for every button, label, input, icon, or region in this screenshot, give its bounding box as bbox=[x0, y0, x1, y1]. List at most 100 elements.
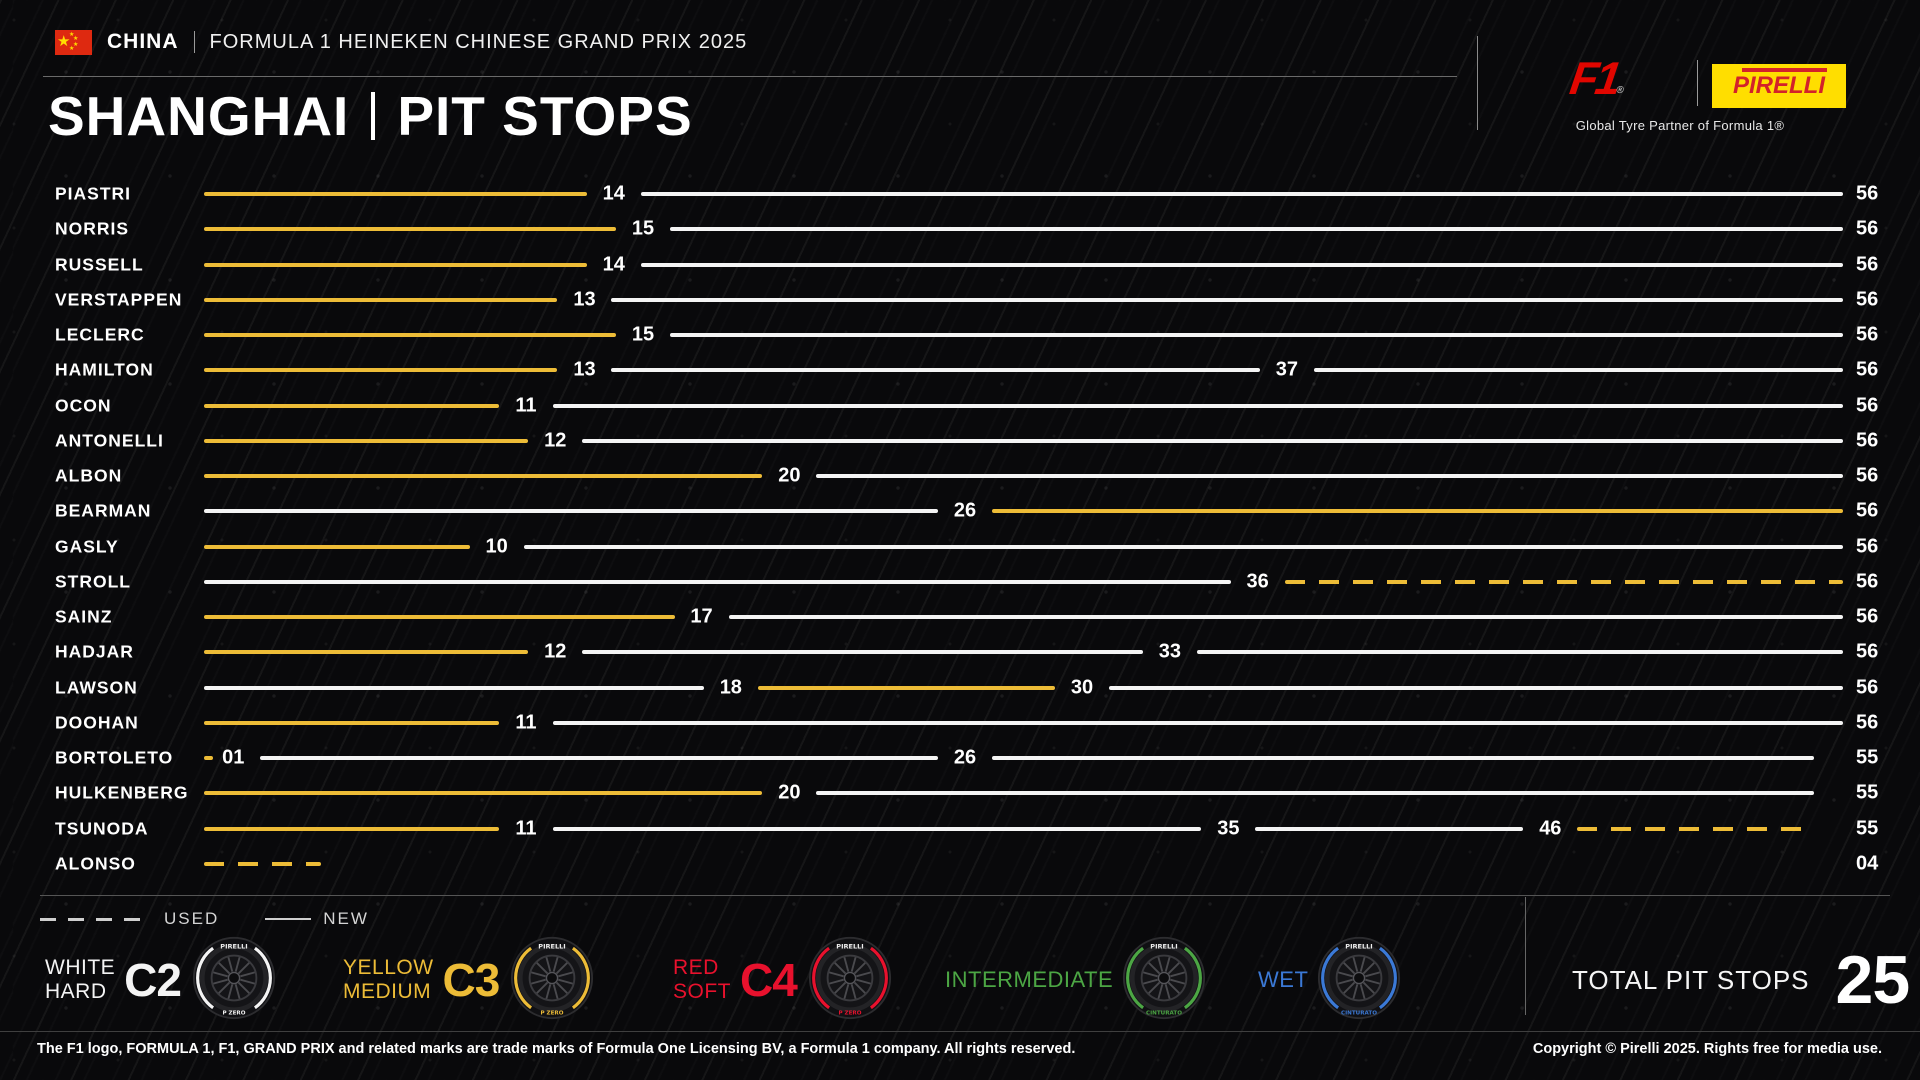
new-line-sample bbox=[265, 918, 312, 920]
driver-row: VERSTAPPEN 13 56 bbox=[0, 282, 1920, 318]
f1-pirelli-divider bbox=[1697, 60, 1698, 106]
driver-row: SAINZ 17 56 bbox=[0, 599, 1920, 635]
driver-name: RUSSELL bbox=[55, 254, 144, 275]
driver-row: ALONSO 04 bbox=[0, 846, 1920, 882]
final-lap-label: 56 bbox=[1856, 605, 1879, 628]
pit-lap-label: 12 bbox=[544, 640, 567, 663]
stint-track: 04 bbox=[204, 846, 1878, 882]
stint-track: 13 37 56 bbox=[204, 352, 1878, 388]
pit-lap-label: 35 bbox=[1217, 817, 1240, 840]
f1-registered-mark: ® bbox=[1615, 84, 1625, 96]
stint-track: 36 56 bbox=[204, 564, 1878, 600]
pit-lap-label: 15 bbox=[631, 217, 655, 240]
driver-name: ANTONELLI bbox=[55, 430, 164, 451]
pit-lap-label: 14 bbox=[602, 253, 625, 276]
driver-name: SAINZ bbox=[55, 606, 113, 627]
stint-line-medium-new bbox=[204, 227, 617, 232]
pit-lap-label: 15 bbox=[631, 323, 655, 346]
stint-line-hard-new bbox=[816, 474, 1843, 479]
stint-line-hard-new bbox=[640, 192, 1843, 196]
driver-row: HULKENBERG 20 55 bbox=[0, 775, 1920, 811]
driver-name: GASLY bbox=[55, 536, 119, 557]
stint-line-medium-used bbox=[204, 861, 322, 866]
driver-name: LECLERC bbox=[55, 324, 145, 345]
pit-lap-label: 12 bbox=[544, 429, 567, 452]
driver-row: PIASTRI 14 56 bbox=[0, 176, 1920, 212]
driver-name: ALBON bbox=[55, 465, 123, 486]
stint-track: 14 56 bbox=[204, 176, 1878, 212]
driver-name: NORRIS bbox=[55, 218, 130, 239]
driver-name: HULKENBERG bbox=[55, 782, 189, 803]
svg-text:PIRELLI: PIRELLI bbox=[220, 942, 247, 950]
driver-name: DOOHAN bbox=[55, 712, 139, 733]
driver-row: NORRIS 15 56 bbox=[0, 211, 1920, 247]
stint-line-medium-new bbox=[204, 192, 587, 196]
stint-line-medium-used bbox=[1284, 579, 1843, 584]
legend-separator bbox=[40, 895, 1890, 896]
stint-track: 12 56 bbox=[204, 423, 1878, 459]
final-lap-label: 56 bbox=[1856, 640, 1879, 663]
driver-row: LECLERC 15 56 bbox=[0, 317, 1920, 353]
stint-line-medium-new bbox=[204, 544, 470, 549]
tyre-legend-item-soft: RED SOFT C4 PIRELLI P ZERO bbox=[673, 936, 892, 1024]
driver-row: TSUNODA 11 35 46 55 bbox=[0, 811, 1920, 847]
tyre-legend-item-medium: YELLOW MEDIUM C3 PIRELLI P ZERO bbox=[343, 936, 594, 1024]
driver-name: BEARMAN bbox=[55, 500, 152, 521]
used-label: USED bbox=[164, 909, 220, 928]
pit-lap-label: 13 bbox=[573, 288, 596, 311]
stint-line-medium-used bbox=[1577, 826, 1814, 831]
pit-lap-label: 13 bbox=[573, 358, 596, 381]
pit-lap-label: 10 bbox=[485, 535, 508, 558]
stint-line-hard-new bbox=[204, 579, 1231, 584]
pit-lap-label: 20 bbox=[778, 781, 801, 804]
tyre-wheel-icon: PIRELLI P ZERO bbox=[192, 936, 276, 1025]
driver-name: STROLL bbox=[55, 571, 131, 592]
compound-name: WET bbox=[1258, 966, 1309, 992]
stint-line-hard-new bbox=[670, 227, 1843, 232]
footer-separator bbox=[0, 1031, 1920, 1032]
title-divider-bar bbox=[371, 92, 376, 140]
compound-code: C4 bbox=[740, 954, 798, 1006]
stint-line-medium-new bbox=[204, 650, 529, 655]
stint-track: 11 56 bbox=[204, 705, 1878, 741]
stint-track: 10 56 bbox=[204, 529, 1878, 565]
header-rule bbox=[43, 76, 1457, 77]
stint-line-medium-new bbox=[204, 615, 675, 620]
stint-line-hard-new bbox=[523, 544, 1843, 549]
stint-line-hard-new bbox=[582, 438, 1843, 443]
pit-lap-label: 11 bbox=[515, 394, 537, 417]
stint-line-hard-new bbox=[260, 756, 938, 761]
pit-lap-label: 14 bbox=[602, 182, 625, 205]
driver-row: OCON 11 56 bbox=[0, 388, 1920, 424]
logo-section-divider bbox=[1477, 36, 1478, 130]
pit-lap-label: 20 bbox=[778, 464, 801, 487]
total-divider bbox=[1525, 897, 1526, 1015]
stint-line-hard-new bbox=[1109, 685, 1843, 690]
svg-text:PIRELLI: PIRELLI bbox=[1150, 942, 1177, 950]
svg-text:PIRELLI: PIRELLI bbox=[539, 942, 566, 950]
used-new-legend: USED NEW bbox=[40, 906, 369, 932]
tyre-wheel-icon: PIRELLI CINTURATO bbox=[1122, 936, 1206, 1025]
tyre-legend-item-intermediate: INTERMEDIATE PIRELLI CINTURATO bbox=[945, 936, 1206, 1024]
pit-lap-label: 37 bbox=[1275, 358, 1299, 381]
driver-row: STROLL 36 56 bbox=[0, 564, 1920, 600]
stint-line-hard-new bbox=[640, 262, 1843, 267]
final-lap-label: 56 bbox=[1856, 288, 1879, 311]
final-lap-label: 56 bbox=[1856, 570, 1879, 593]
driver-name: HADJAR bbox=[55, 641, 134, 662]
final-lap-label: 56 bbox=[1856, 182, 1879, 205]
driver-name: HAMILTON bbox=[55, 359, 154, 380]
page-title-topic: PIT STOPS bbox=[397, 85, 693, 147]
final-lap-label: 56 bbox=[1856, 253, 1879, 276]
driver-row: ANTONELLI 12 56 bbox=[0, 423, 1920, 459]
driver-row: LAWSON 18 30 56 bbox=[0, 670, 1920, 706]
tyre-legend-item-wet: WET PIRELLI CINTURATO bbox=[1258, 936, 1401, 1024]
stint-line-hard-new bbox=[1255, 826, 1524, 831]
stint-line-hard-new bbox=[552, 826, 1202, 831]
driver-name: LAWSON bbox=[55, 677, 138, 698]
svg-text:CINTURATO: CINTURATO bbox=[1341, 1010, 1377, 1016]
final-lap-label: 56 bbox=[1856, 358, 1879, 381]
page-title: SHANGHAI PIT STOPS bbox=[48, 84, 693, 148]
driver-row: DOOHAN 11 56 bbox=[0, 705, 1920, 741]
